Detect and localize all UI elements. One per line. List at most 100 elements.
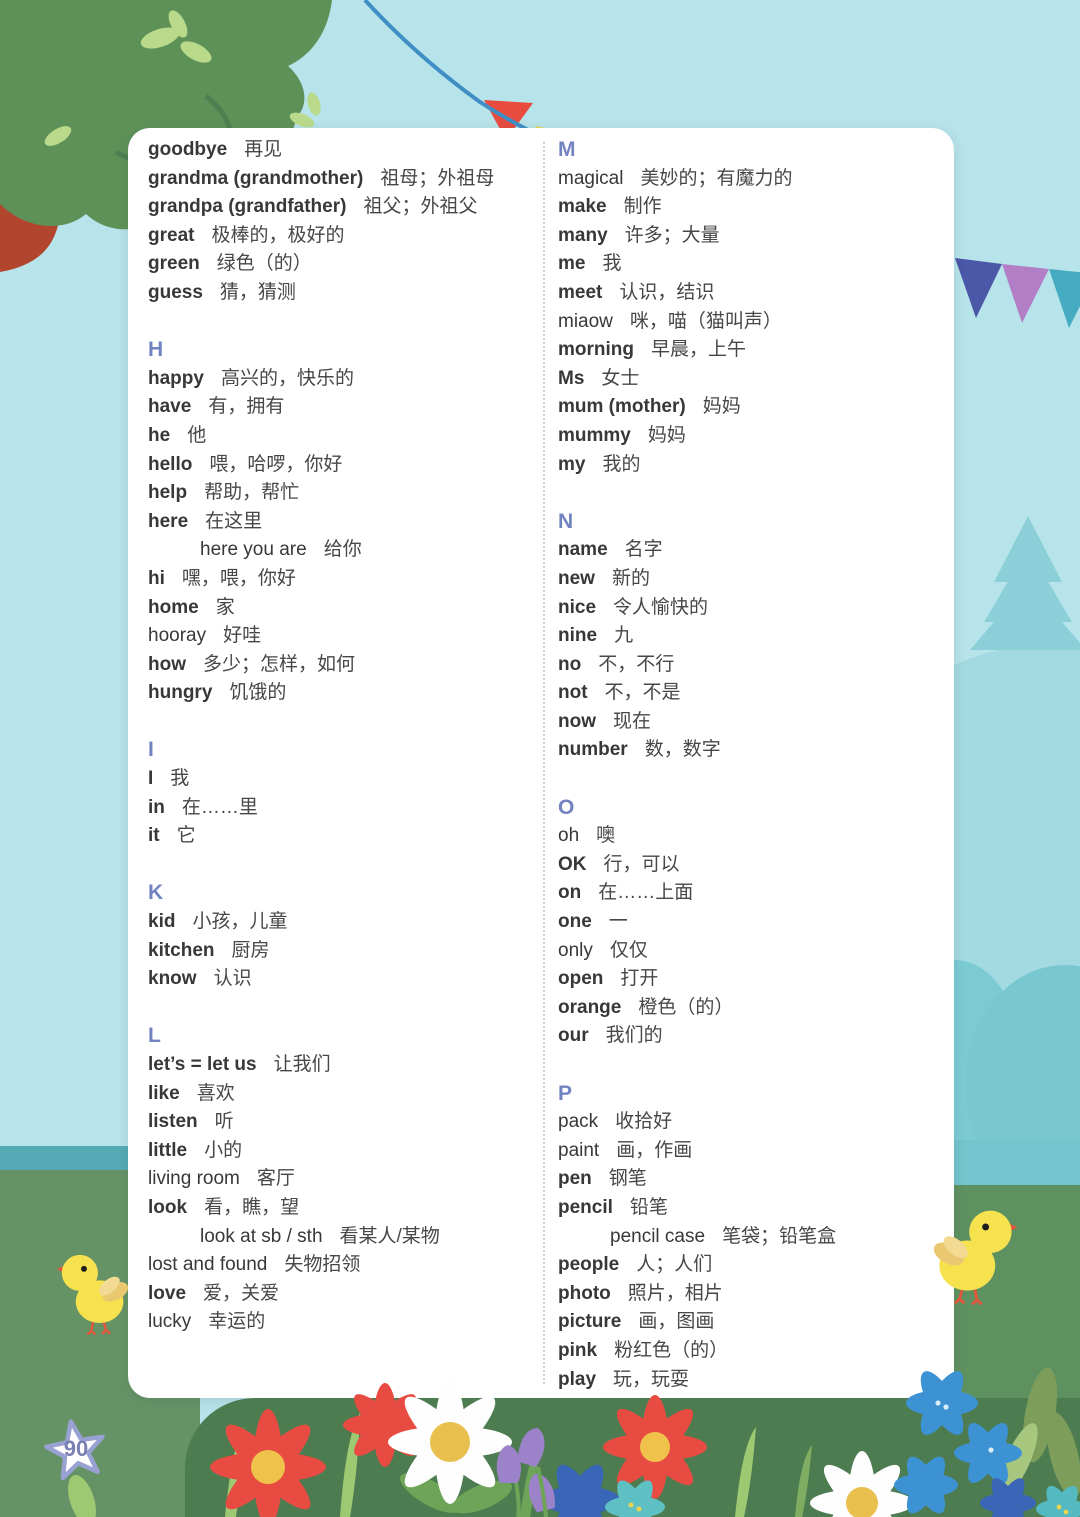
entry-word: goodbye (148, 139, 228, 160)
entry-word: guess (148, 281, 203, 303)
pine-tree-silhouette (970, 516, 1080, 650)
glossary-entry: one 一 (558, 908, 953, 937)
chick-left (56, 1254, 129, 1336)
glossary-entry: no 不，不行 (558, 651, 953, 680)
glossary-entry: pink 粉红色（的） (558, 1337, 953, 1366)
white-daisy-partial (810, 1451, 914, 1517)
glossary-entry: hi 嘿，喂，你好 (148, 565, 543, 594)
entry-word: know (148, 968, 197, 990)
entry-definition: 喂，哈啰，你好 (209, 453, 343, 475)
entry-definition: 好哇 (223, 625, 262, 647)
chick-eye (81, 1265, 87, 1272)
entry-word: happy (148, 367, 204, 389)
glossary-entry: only 仅仅 (558, 937, 953, 966)
entry-definition: 数，数字 (644, 739, 721, 761)
entry-word: let’s = let us (148, 1054, 257, 1075)
bunting-flag-purple (1002, 264, 1049, 323)
chick-eye (982, 1223, 990, 1231)
entry-word: it (148, 825, 160, 847)
glossary-entry: pen 钢笔 (558, 1165, 953, 1194)
section-letter: K (148, 881, 164, 905)
entry-word: home (148, 596, 199, 618)
section-letter: O (558, 795, 575, 819)
glossary-entry: here 在这里 (148, 508, 543, 537)
entry-definition: 钢笔 (608, 1168, 647, 1190)
entry-word: little (148, 1139, 188, 1161)
entry-definition: 再见 (244, 139, 283, 160)
entry-word: here you are (200, 539, 307, 561)
entry-definition: 不，不是 (604, 682, 681, 704)
entry-definition: 打开 (620, 968, 659, 990)
glossary-entry: know 认识 (148, 965, 543, 994)
entry-word: me (558, 253, 586, 275)
entry-word: pen (558, 1168, 592, 1190)
entry-definition: 在这里 (205, 510, 263, 532)
entry-definition: 爱，关爱 (203, 1282, 280, 1304)
red-daisy (210, 1409, 326, 1517)
entry-word: pencil (558, 1196, 613, 1218)
glossary-entry: he 他 (148, 422, 543, 451)
leaves (44, 10, 321, 146)
pine-tree-hill (930, 516, 1080, 1220)
entry-definition: 人；人们 (636, 1254, 713, 1276)
entry-definition: 看某人/某物 (339, 1225, 440, 1247)
entry-word: like (148, 1082, 180, 1104)
glossary-entry: oh 噢 (558, 822, 953, 851)
glossary-entry: play 玩，玩耍 (558, 1366, 953, 1395)
entry-word: listen (148, 1111, 198, 1133)
entry-definition: 橙色（的） (638, 996, 734, 1018)
entry-definition: 在……里 (181, 796, 258, 818)
entry-word: living room (148, 1168, 240, 1190)
glossary-entry: nine 九 (558, 622, 953, 651)
entry-definition: 一 (608, 911, 628, 933)
entry-word: orange (558, 996, 622, 1018)
glossary-entry: grandma (grandmother) 祖母；外祖母 (148, 165, 543, 194)
teal-flower (605, 1480, 665, 1517)
entry-definition: 女士 (601, 367, 640, 389)
entry-definition: 嘿，喂，你好 (181, 567, 296, 589)
entry-word: look (148, 1196, 188, 1218)
chick-right (933, 1210, 1018, 1306)
entry-definition: 许多；大量 (624, 224, 720, 246)
entry-definition: 幸运的 (208, 1311, 266, 1333)
entry-word: kitchen (148, 939, 215, 961)
entry-word: only (558, 939, 593, 961)
entry-definition: 看，瞧，望 (204, 1196, 300, 1218)
entry-definition: 令人愉快的 (613, 596, 709, 618)
glossary-entry: have 有，拥有 (148, 393, 543, 422)
entry-word: now (558, 710, 596, 732)
glossary-entry: lost and found 失物招领 (148, 1251, 543, 1280)
bunting-string-left (363, 0, 555, 148)
glossary-entry: pencil 铅笔 (558, 1194, 953, 1223)
entry-definition: 我 (602, 253, 622, 275)
glossary-entry: make 制作 (558, 193, 953, 222)
entry-word: morning (558, 339, 634, 361)
glossary-entry: kitchen 厨房 (148, 937, 543, 966)
glossary-entry: green 绿色（的） (148, 250, 543, 279)
entry-word: many (558, 224, 608, 246)
entry-word: lost and found (148, 1254, 268, 1276)
entry-word: miaow (558, 310, 613, 332)
red-daisy (603, 1395, 707, 1499)
entry-word: oh (558, 825, 580, 847)
glossary-entry: love 爱，关爱 (148, 1280, 543, 1309)
glossary-entry: orange 橙色（的） (558, 994, 953, 1023)
olive-leaves (998, 1367, 1080, 1498)
entry-word: play (558, 1368, 597, 1390)
entry-word: pink (558, 1339, 598, 1361)
glossary-entry: home 家 (148, 594, 543, 623)
entry-definition: 我们的 (605, 1025, 663, 1047)
purple-bellflowers (496, 1427, 555, 1517)
entry-word: lucky (148, 1311, 192, 1333)
entry-word: meet (558, 281, 603, 303)
entry-word: green (148, 253, 200, 275)
glossary-entry: magical 美妙的；有魔力的 (558, 165, 953, 194)
entry-word: on (558, 882, 582, 904)
entry-definition: 饥饿的 (229, 682, 287, 704)
entry-word: love (148, 1282, 187, 1304)
glossary-entry: listen 听 (148, 1108, 543, 1137)
entry-word: people (558, 1254, 620, 1276)
blue-flower-cluster (894, 1371, 1036, 1517)
glossary-entry: open 打开 (558, 965, 953, 994)
